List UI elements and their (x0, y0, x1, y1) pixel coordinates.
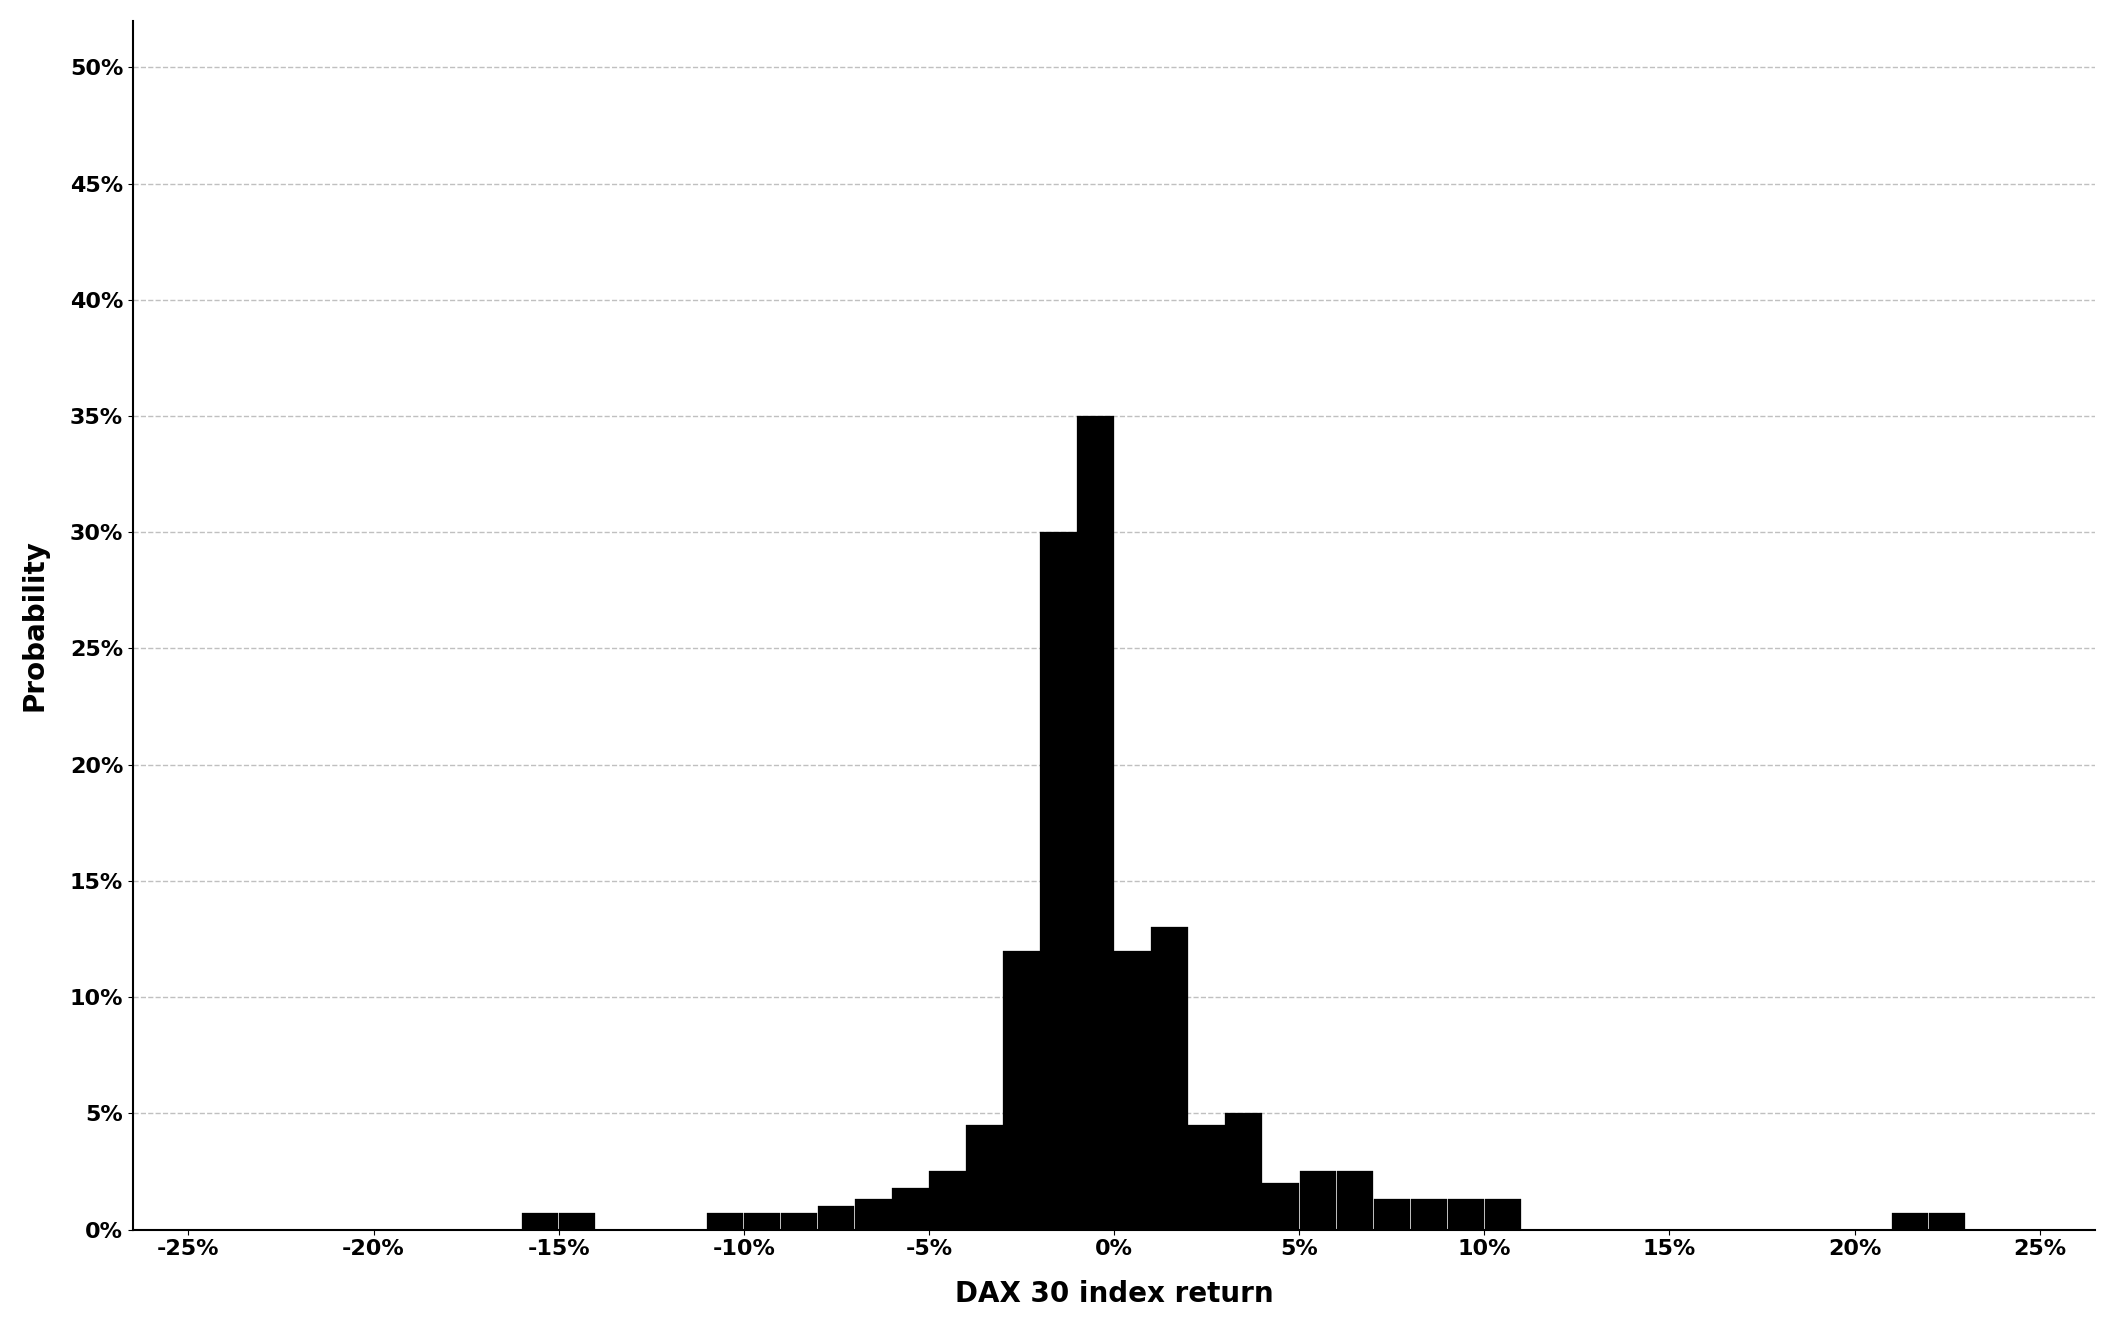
Bar (893, 1188, 929, 1229)
Bar (1930, 1213, 1966, 1229)
Bar (1447, 1199, 1483, 1229)
Bar (781, 1213, 817, 1229)
Bar (1892, 1213, 1928, 1229)
Bar (1189, 1126, 1225, 1229)
Bar (1115, 950, 1151, 1229)
Bar (1003, 950, 1039, 1229)
Bar (819, 1207, 855, 1229)
Bar (1337, 1171, 1373, 1229)
Bar (1373, 1199, 1409, 1229)
Bar (855, 1199, 891, 1229)
Bar (523, 1213, 559, 1229)
Bar (967, 1126, 1003, 1229)
Bar (1041, 532, 1077, 1229)
Bar (745, 1213, 781, 1229)
X-axis label: DAX 30 index return: DAX 30 index return (954, 1280, 1274, 1308)
Bar (707, 1213, 743, 1229)
Y-axis label: Probability: Probability (21, 540, 49, 711)
Bar (1485, 1199, 1521, 1229)
Bar (1263, 1183, 1299, 1229)
Bar (1299, 1171, 1335, 1229)
Bar (1077, 416, 1113, 1229)
Bar (1151, 928, 1187, 1229)
Bar (559, 1213, 595, 1229)
Bar (929, 1171, 965, 1229)
Bar (1411, 1199, 1447, 1229)
Bar (1225, 1114, 1261, 1229)
